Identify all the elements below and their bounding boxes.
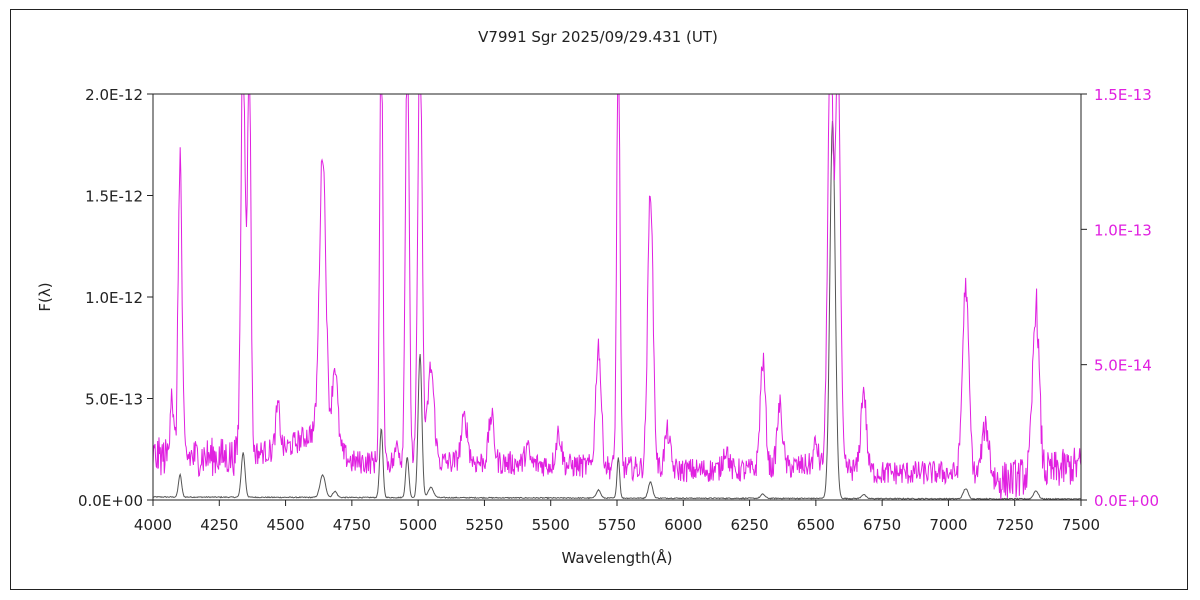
x-tick-label: 7250: [996, 516, 1034, 534]
x-tick-label: 4000: [134, 516, 172, 534]
y-left-tick-label: 5.0E-13: [85, 391, 143, 409]
y-left-tick-label: 2.0E-12: [85, 86, 143, 104]
x-axis-label: Wavelength(Å): [562, 548, 673, 567]
y-left-tick-label: 0.0E+00: [78, 492, 143, 510]
y-axis-label-left: F(λ): [36, 282, 54, 311]
x-tick-label: 5250: [465, 516, 503, 534]
x-tick-label: 4750: [333, 516, 371, 534]
series-line-left-axis: [153, 120, 1081, 500]
x-tick-label: 5750: [598, 516, 636, 534]
y-right-tick-label: 1.5E-13: [1094, 86, 1152, 104]
y-left-tick-label: 1.5E-12: [85, 188, 143, 206]
x-tick-label: 6250: [730, 516, 768, 534]
x-tick-label: 7000: [929, 516, 967, 534]
x-tick-label: 5000: [399, 516, 437, 534]
y-left-tick-label: 1.0E-12: [85, 289, 143, 307]
x-tick-label: 6000: [664, 516, 702, 534]
x-tick-label: 4500: [266, 516, 304, 534]
x-tick-label: 6500: [797, 516, 835, 534]
x-tick-label: 5500: [532, 516, 570, 534]
chart-title: V7991 Sgr 2025/09/29.431 (UT): [478, 28, 718, 46]
chart-frame: [10, 9, 1188, 590]
x-tick-label: 6750: [863, 516, 901, 534]
x-tick-label: 4250: [200, 516, 238, 534]
y-right-tick-label: 1.0E-13: [1094, 221, 1152, 239]
y-right-tick-label: 5.0E-14: [1094, 357, 1152, 375]
series-line-right-axis: [153, 94, 1081, 500]
x-tick-label: 7500: [1062, 516, 1100, 534]
y-right-tick-label: 0.0E+00: [1094, 492, 1159, 510]
